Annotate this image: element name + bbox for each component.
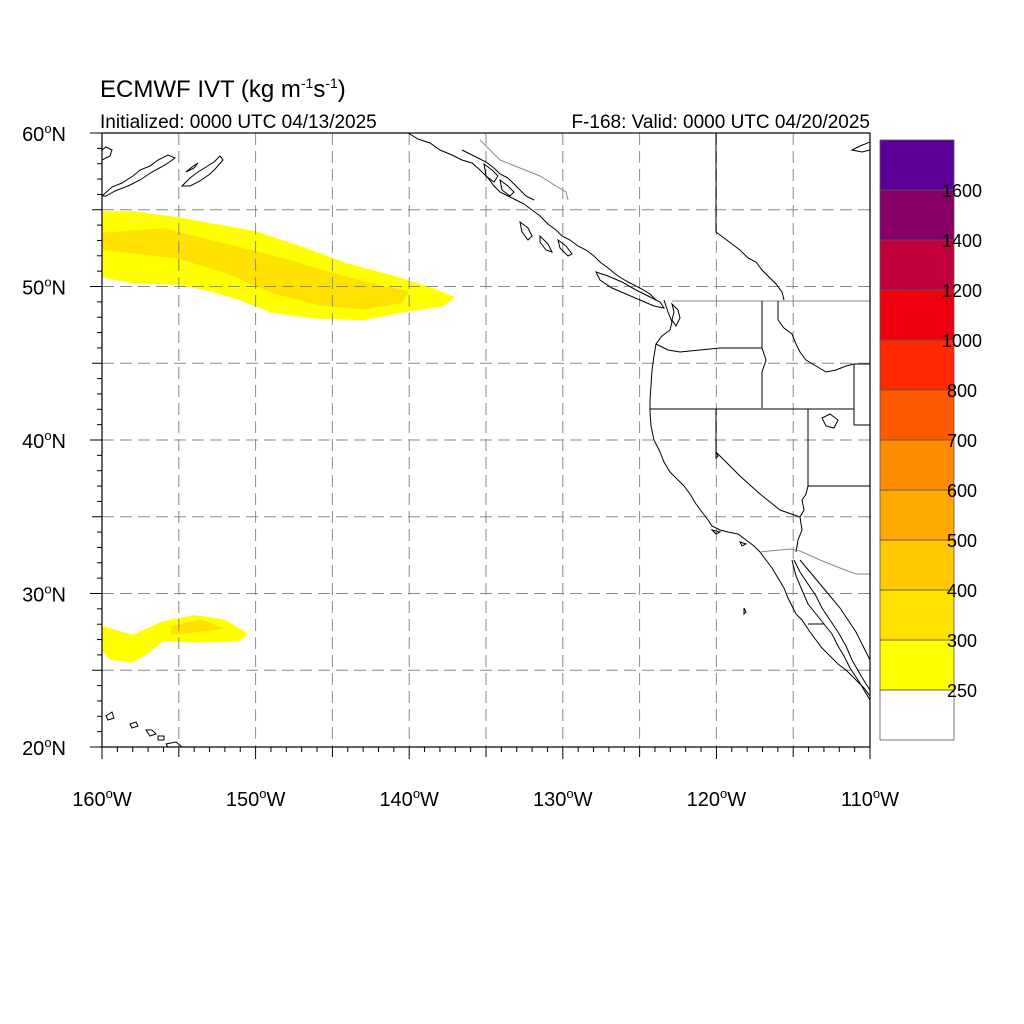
colorbar-label: 1400	[942, 231, 982, 251]
lon-tick-label: 120oW	[687, 786, 747, 811]
figure-title: ECMWF IVT (kg m-1s-1)	[100, 75, 346, 103]
colorbar-label: 400	[947, 581, 977, 601]
colorbar-box	[879, 539, 955, 591]
lat-tick-label: 40oN	[22, 428, 66, 453]
lon-tick-label: 150oW	[226, 786, 286, 811]
lat-tick-label: 20oN	[22, 735, 66, 760]
colorbar-label: 1200	[942, 281, 982, 301]
colorbar-box	[879, 439, 955, 491]
ivt-region-4	[171, 619, 225, 635]
init-time-label: Initialized: 0000 UTC 04/13/2025	[100, 112, 377, 133]
colorbar-box	[879, 489, 955, 541]
colorbar-label: 300	[947, 631, 977, 651]
colorbar-box	[879, 589, 955, 641]
colorbar-box	[879, 689, 955, 741]
colorbar-label: 1000	[942, 331, 982, 351]
colorbar-label: 250	[947, 681, 977, 701]
colorbar-box	[879, 389, 955, 441]
colorbar-box	[879, 339, 955, 391]
lon-tick-label: 110oW	[841, 786, 899, 811]
colorbar-box	[879, 639, 955, 691]
coastline	[102, 133, 870, 747]
map-ticks	[90, 132, 871, 759]
colorbar-box	[879, 239, 955, 291]
colorbar: 250 300 400 500 600 700 800 1000 1200 1400 1600	[879, 139, 982, 741]
lat-tick-label: 50oN	[22, 275, 66, 300]
map-gridlines	[102, 133, 870, 747]
lon-tick-label: 160oW	[72, 786, 132, 811]
colorbar-label: 600	[947, 481, 977, 501]
valid-time-label: F-168: Valid: 0000 UTC 04/20/2025	[571, 112, 870, 133]
colorbar-label: 1600	[942, 181, 982, 201]
lon-tick-label: 130oW	[533, 786, 593, 811]
lat-tick-label: 30oN	[22, 582, 66, 607]
lat-tick-label: 60oN	[22, 121, 66, 146]
colorbar-label: 700	[947, 431, 977, 451]
axis-labels: 60oN 50oN 40oN 30oN 20oN 160oW 150oW 140oW 130oW…	[22, 121, 899, 811]
colorbar-box	[879, 139, 955, 191]
map-area	[102, 133, 870, 747]
lon-tick-label: 140oW	[379, 786, 439, 811]
colorbar-label: 800	[947, 381, 977, 401]
state-borders	[479, 133, 870, 625]
colorbar-box	[879, 289, 955, 341]
colorbar-label: 500	[947, 531, 977, 551]
